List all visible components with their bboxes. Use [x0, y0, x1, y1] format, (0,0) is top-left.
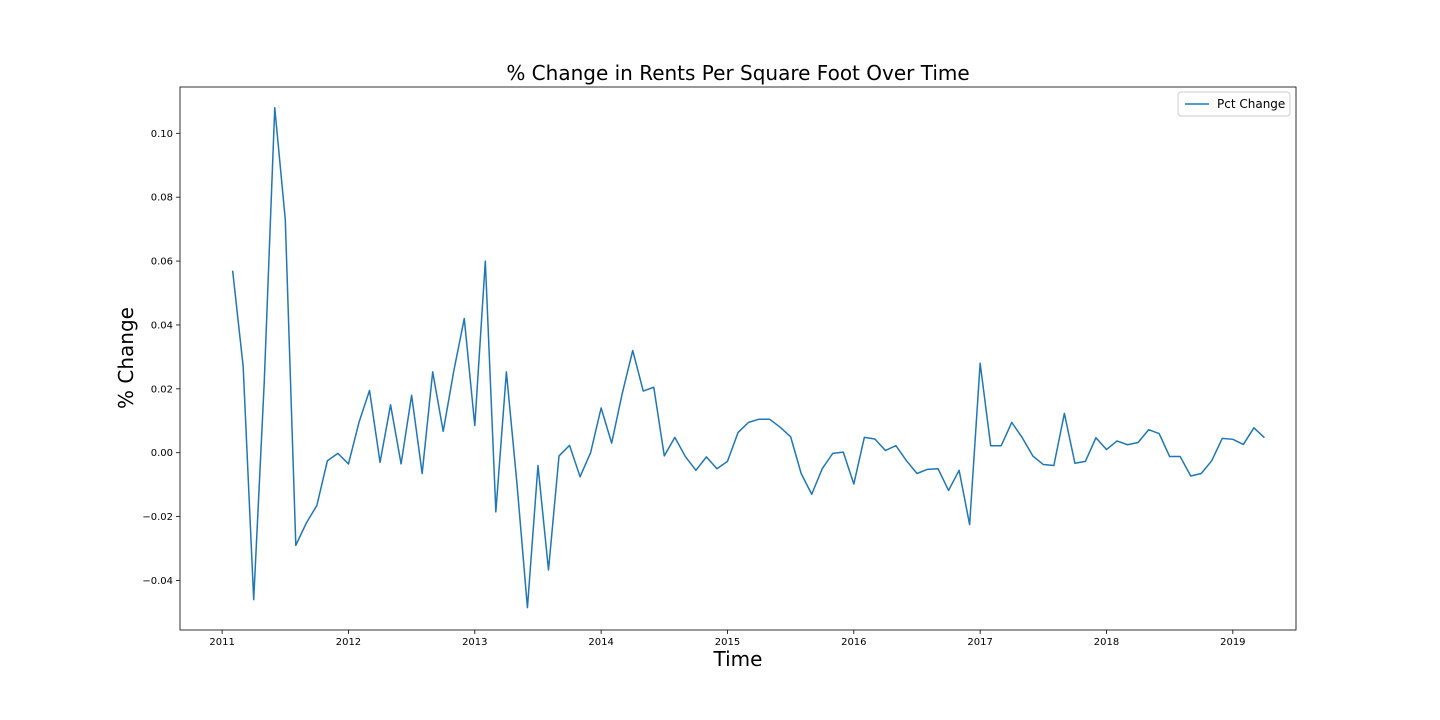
y-axis: −0.04 −0.02 0.00 0.02 0.04 0.06 0.08 0.10 [142, 129, 180, 587]
y-tick-label: 0.10 [151, 129, 173, 140]
y-tick-label: 0.06 [151, 257, 173, 268]
x-tick-label: 2013 [462, 637, 487, 648]
y-tick-label: 0.02 [151, 384, 173, 395]
y-tick-label: 0.04 [151, 320, 173, 331]
legend-label: Pct Change [1217, 97, 1285, 111]
y-tick-label: 0.00 [151, 448, 173, 459]
x-tick-label: 2018 [1094, 637, 1119, 648]
legend: Pct Change [1177, 91, 1291, 117]
y-tick-label: −0.04 [142, 576, 173, 587]
chart-title: % Change in Rents Per Square Foot Over T… [506, 61, 969, 85]
y-tick-label: −0.02 [142, 512, 173, 523]
x-tick-label: 2016 [841, 637, 866, 648]
series-line-pct-change [231, 107, 1265, 609]
x-tick-label: 2014 [588, 637, 613, 648]
plot-area-frame [179, 86, 1297, 631]
x-tick-label: 2017 [967, 637, 992, 648]
x-tick-label: 2012 [336, 637, 361, 648]
legend-box [1177, 91, 1291, 117]
y-tick-label: 0.08 [151, 193, 173, 204]
x-axis: 2011 2012 2013 2014 2015 2016 2017 2018 2019 [209, 630, 1246, 648]
x-tick-label: 2015 [715, 637, 740, 648]
x-axis-label: Time [713, 647, 763, 671]
x-tick-label: 2011 [209, 637, 234, 648]
x-tick-label: 2019 [1220, 637, 1245, 648]
y-axis-label: % Change [114, 307, 138, 409]
